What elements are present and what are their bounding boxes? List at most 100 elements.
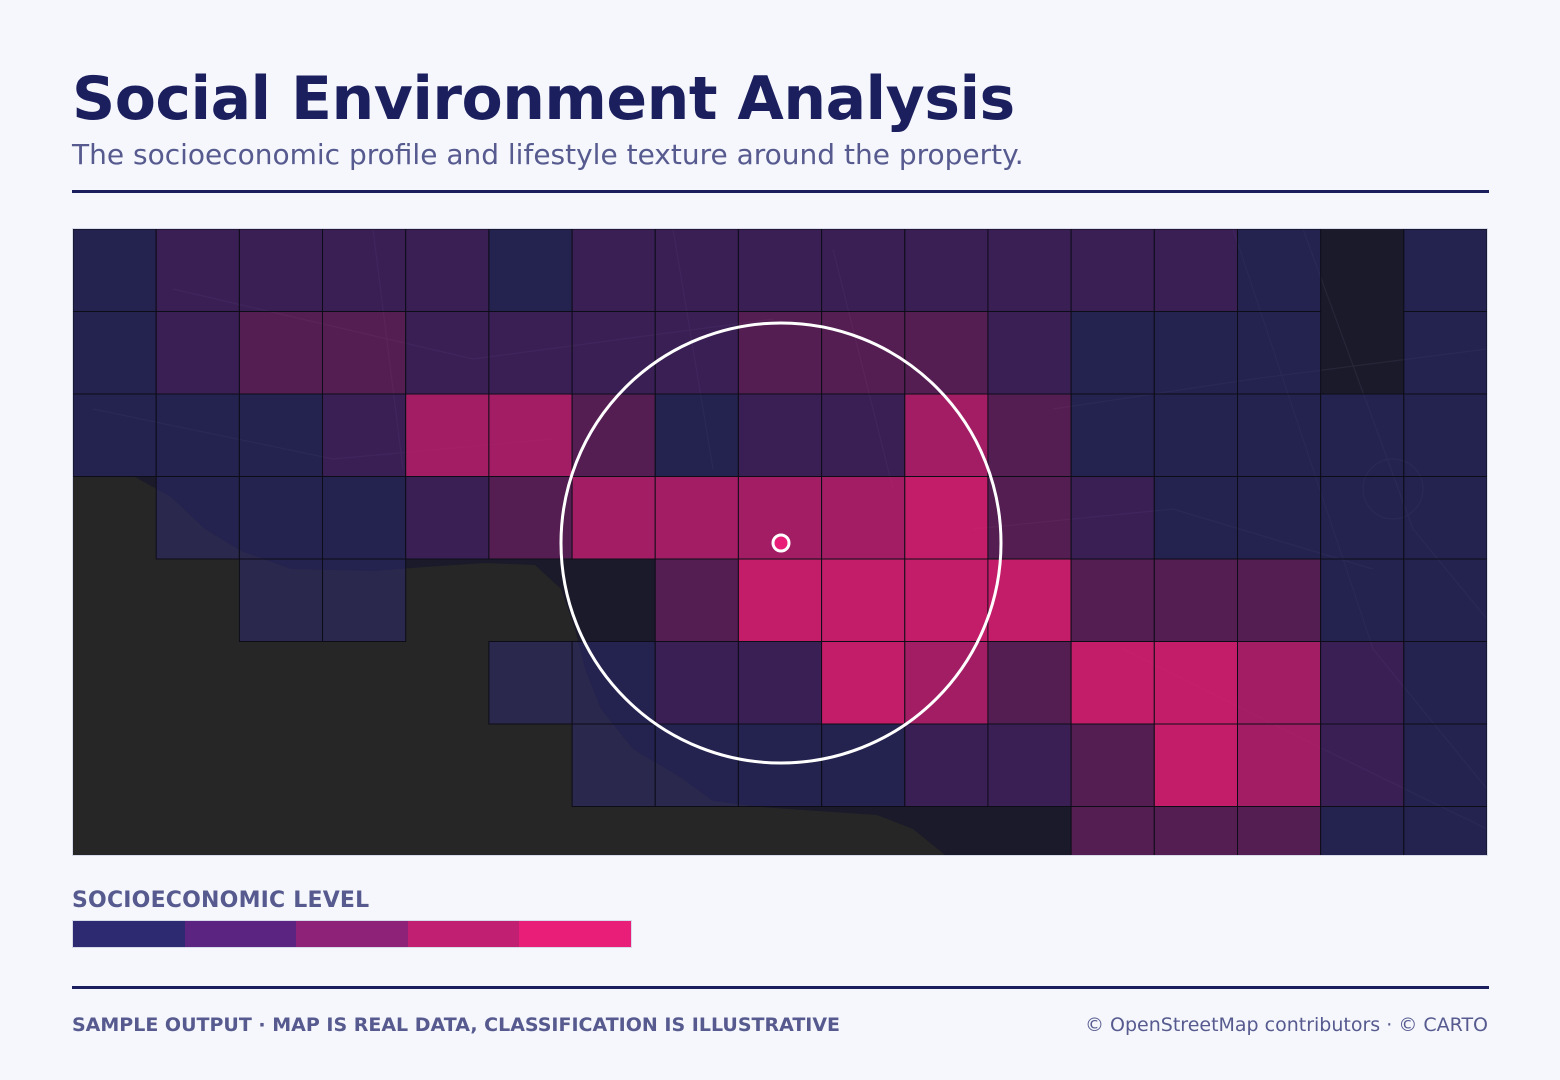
grid-cell	[1320, 641, 1405, 725]
grid-cell	[821, 393, 906, 477]
grid-cell	[737, 393, 823, 477]
grid-cell	[987, 558, 1072, 642]
grid-cell	[238, 393, 324, 477]
grid-cell	[488, 229, 573, 312]
grid-cell	[1153, 393, 1239, 477]
legend-swatch-4	[407, 921, 520, 947]
grid-cell	[1070, 311, 1155, 395]
legend-swatch-5	[519, 921, 631, 947]
grid-cell	[1153, 558, 1239, 642]
grid-cell	[405, 393, 490, 477]
grid-cell	[571, 229, 656, 312]
grid-cell	[904, 229, 989, 312]
grid-cell	[1237, 393, 1322, 477]
grid-cell	[821, 641, 906, 725]
grid-cell	[1070, 558, 1155, 642]
grid-cell	[322, 229, 407, 312]
legend-swatch-1	[73, 921, 185, 947]
grid-cell	[654, 476, 739, 560]
grid-cell	[1153, 229, 1239, 312]
grid-cell	[73, 393, 157, 477]
grid-cell	[1237, 229, 1322, 312]
grid-cell	[821, 229, 906, 312]
grid-cell	[654, 229, 739, 312]
grid-cell	[322, 558, 407, 642]
grid-cell	[488, 476, 573, 560]
grid-cell	[73, 229, 157, 312]
grid-cell	[155, 476, 240, 560]
footer-disclaimer: SAMPLE OUTPUT · MAP IS REAL DATA, CLASSI…	[72, 1014, 841, 1036]
grid-cell	[405, 311, 490, 395]
grid-cell	[821, 558, 906, 642]
grid-cell	[1070, 393, 1155, 477]
map-attribution: © OpenStreetMap contributors · © CARTO	[1085, 1014, 1488, 1036]
grid-cell	[904, 393, 989, 477]
grid-cell	[1153, 476, 1239, 560]
grid-cell	[1320, 723, 1405, 807]
grid-cell	[1320, 476, 1405, 560]
grid-cell	[1237, 806, 1322, 855]
grid-cell	[1403, 723, 1487, 807]
grid-cell	[904, 558, 989, 642]
grid-cell	[654, 723, 739, 807]
grid-cell	[1153, 311, 1239, 395]
grid-cell	[987, 641, 1072, 725]
grid-cell	[488, 311, 573, 395]
grid-cell	[322, 311, 407, 395]
grid-cell	[737, 723, 823, 807]
grid-cell	[904, 476, 989, 560]
grid-cell	[904, 641, 989, 725]
grid-cell	[238, 558, 324, 642]
grid-cell	[1070, 806, 1155, 855]
page-subtitle: The socioeconomic profile and lifestyle …	[72, 138, 1024, 171]
grid-cell	[1403, 806, 1487, 855]
grid-cell	[1320, 393, 1405, 477]
grid-cell	[571, 476, 656, 560]
socioeconomic-map[interactable]	[72, 228, 1488, 856]
grid-cell	[1403, 311, 1487, 395]
grid-cell	[155, 311, 240, 395]
grid-cell	[405, 476, 490, 560]
footer-divider	[72, 986, 1489, 989]
grid-cell	[571, 393, 656, 477]
legend-title: SOCIOECONOMIC LEVEL	[72, 888, 370, 913]
legend-swatch-2	[184, 921, 297, 947]
grid-cell	[238, 311, 324, 395]
grid-cell	[737, 641, 823, 725]
grid-cell	[821, 476, 906, 560]
grid-cell	[405, 229, 490, 312]
grid-cell	[1403, 476, 1487, 560]
property-location-marker[interactable]	[771, 533, 791, 553]
grid-cell	[1070, 476, 1155, 560]
grid-cell	[987, 229, 1072, 312]
grid-cell	[1403, 558, 1487, 642]
grid-cell	[654, 393, 739, 477]
grid-cell	[1237, 311, 1322, 395]
grid-cell	[737, 558, 823, 642]
grid-cell	[654, 558, 739, 642]
grid-cell	[488, 641, 573, 725]
grid-cell	[1237, 641, 1322, 725]
grid-cell	[1070, 229, 1155, 312]
grid-cell	[1153, 806, 1239, 855]
grid-cell	[1237, 723, 1322, 807]
grid-cell	[73, 311, 157, 395]
header-divider	[72, 190, 1489, 193]
grid-cell	[1237, 476, 1322, 560]
grid-cell	[571, 723, 656, 807]
grid-cell	[155, 393, 240, 477]
grid-cells	[73, 229, 1487, 855]
grid-cell	[1403, 641, 1487, 725]
grid-cell	[987, 723, 1072, 807]
grid-cell	[904, 723, 989, 807]
analysis-radius-ring	[559, 321, 1003, 765]
grid-cell	[1070, 641, 1155, 725]
grid-cell	[1153, 723, 1239, 807]
grid-cell	[1320, 558, 1405, 642]
map-canvas	[73, 229, 1487, 855]
grid-cell	[238, 476, 324, 560]
grid-cell	[987, 393, 1072, 477]
grid-cell	[1403, 393, 1487, 477]
grid-cell	[1153, 641, 1239, 725]
grid-cell	[322, 476, 407, 560]
